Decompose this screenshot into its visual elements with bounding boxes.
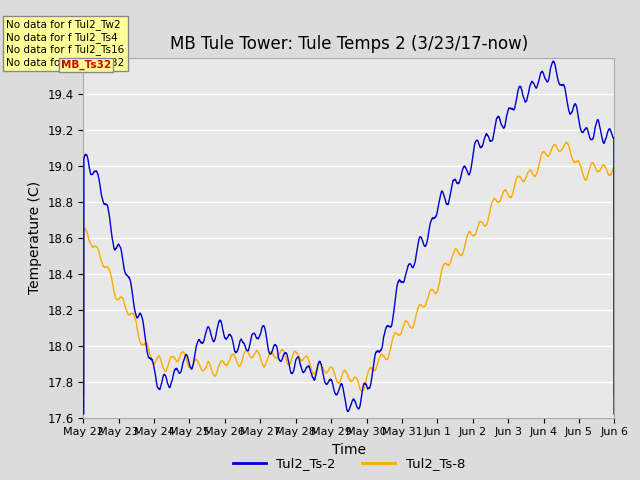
Title: MB Tule Tower: Tule Temps 2 (3/23/17-now): MB Tule Tower: Tule Temps 2 (3/23/17-now… [170, 35, 528, 53]
Text: No data for f Tul2_Tw2
No data for f Tul2_Ts4
No data for f Tul2_Ts16
No data fo: No data for f Tul2_Tw2 No data for f Tul… [6, 19, 125, 68]
X-axis label: Time: Time [332, 443, 366, 457]
Legend: Tul2_Ts-2, Tul2_Ts-8: Tul2_Ts-2, Tul2_Ts-8 [227, 452, 470, 476]
Y-axis label: Temperature (C): Temperature (C) [28, 181, 42, 294]
Text: MB_Ts32: MB_Ts32 [61, 60, 111, 70]
